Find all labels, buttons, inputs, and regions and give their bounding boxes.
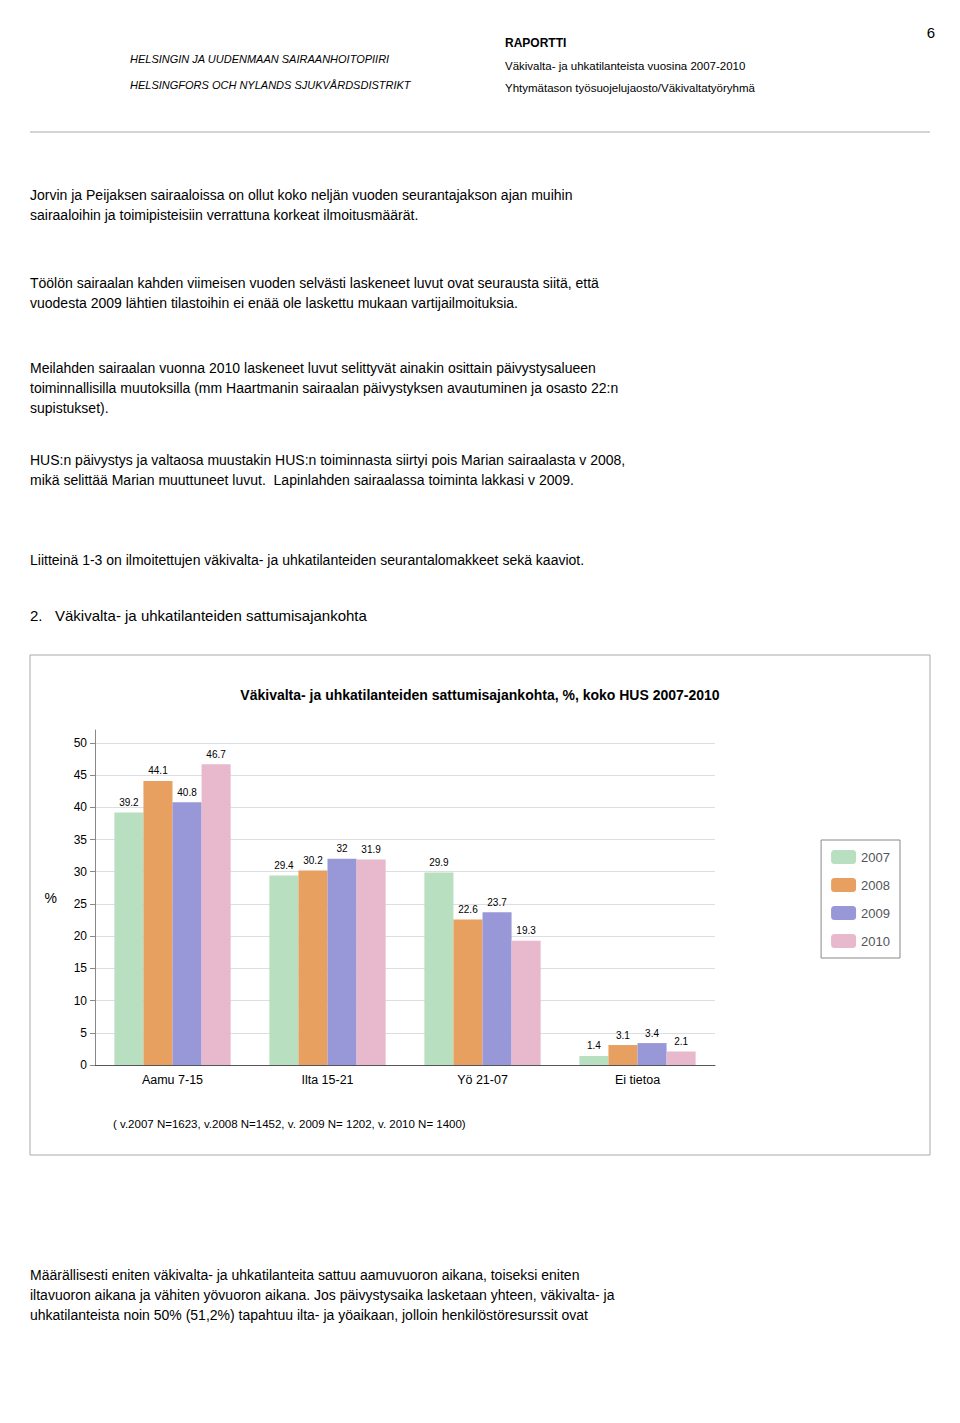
svg-text:50: 50 bbox=[74, 736, 88, 750]
svg-text:sairaaloihin ja toimipisteisii: sairaaloihin ja toimipisteisiin verrattu… bbox=[30, 207, 418, 223]
svg-text:29.9: 29.9 bbox=[429, 857, 449, 868]
svg-text:45: 45 bbox=[74, 768, 88, 782]
svg-text:Ilta 15-21: Ilta 15-21 bbox=[301, 1073, 353, 1087]
svg-text:39.2: 39.2 bbox=[119, 797, 139, 808]
svg-text:40.8: 40.8 bbox=[177, 787, 197, 798]
svg-text:2. Väkivalta- ja uhkatilante: 2. Väkivalta- ja uhkatilanteiden sattumi… bbox=[30, 607, 368, 624]
svg-text:3.1: 3.1 bbox=[616, 1030, 630, 1041]
svg-text:35: 35 bbox=[74, 833, 88, 847]
svg-text:toiminnallisilla muutoksilla (: toiminnallisilla muutoksilla (mm Haartma… bbox=[30, 380, 618, 396]
svg-text:6: 6 bbox=[927, 24, 935, 41]
svg-text:19.3: 19.3 bbox=[516, 925, 536, 936]
svg-text:Väkivalta- ja uhkatilanteista: Väkivalta- ja uhkatilanteista vuosina 20… bbox=[505, 60, 745, 72]
svg-text:20: 20 bbox=[74, 929, 88, 943]
svg-text:2009: 2009 bbox=[861, 906, 890, 921]
svg-text:%: % bbox=[45, 890, 57, 906]
svg-text:23.7: 23.7 bbox=[487, 897, 507, 908]
svg-text:3.4: 3.4 bbox=[645, 1028, 659, 1039]
svg-text:iltavuoron aikana ja vähiten y: iltavuoron aikana ja vähiten yövuoron ai… bbox=[30, 1287, 615, 1303]
svg-text:Meilahden sairaalan vuonna 201: Meilahden sairaalan vuonna 2010 laskenee… bbox=[30, 360, 596, 376]
svg-text:RAPORTTI: RAPORTTI bbox=[505, 36, 566, 50]
svg-text:25: 25 bbox=[74, 897, 88, 911]
svg-text:Aamu 7-15: Aamu 7-15 bbox=[142, 1073, 203, 1087]
svg-text:( v.2007 N=1623, v.2008 N=1452: ( v.2007 N=1623, v.2008 N=1452, v. 2009 … bbox=[113, 1118, 466, 1130]
svg-text:0: 0 bbox=[80, 1058, 87, 1072]
svg-text:22.6: 22.6 bbox=[458, 904, 478, 915]
svg-text:Väkivalta- ja uhkatilanteiden: Väkivalta- ja uhkatilanteiden sattumisaj… bbox=[240, 687, 720, 703]
svg-text:Määrällisesti eniten väkivalta: Määrällisesti eniten väkivalta- ja uhkat… bbox=[30, 1267, 579, 1283]
svg-text:1.4: 1.4 bbox=[587, 1040, 601, 1051]
svg-text:2.1: 2.1 bbox=[674, 1036, 688, 1047]
svg-text:uhkatilanteista noin 50% (51,2: uhkatilanteista noin 50% (51,2%) tapahtu… bbox=[30, 1307, 588, 1323]
svg-text:40: 40 bbox=[74, 800, 88, 814]
svg-text:46.7: 46.7 bbox=[206, 749, 226, 760]
svg-text:mikä selittää Marian muuttunee: mikä selittää Marian muuttuneet luvut. L… bbox=[30, 472, 574, 488]
svg-text:15: 15 bbox=[74, 961, 88, 975]
svg-text:30: 30 bbox=[74, 865, 88, 879]
svg-text:30.2: 30.2 bbox=[303, 855, 323, 866]
svg-text:HELSINGFORS OCH NYLANDS SJUKVÅ: HELSINGFORS OCH NYLANDS SJUKVÅRDSDISTRIK… bbox=[130, 79, 412, 91]
svg-text:31.9: 31.9 bbox=[361, 844, 381, 855]
svg-text:supistukset).: supistukset). bbox=[30, 400, 109, 416]
svg-text:Yö 21-07: Yö 21-07 bbox=[457, 1073, 508, 1087]
svg-text:Töölön sairaalan kahden viimei: Töölön sairaalan kahden viimeisen vuoden… bbox=[30, 275, 599, 291]
svg-text:10: 10 bbox=[74, 994, 88, 1008]
svg-text:2007: 2007 bbox=[861, 850, 890, 865]
svg-text:2008: 2008 bbox=[861, 878, 890, 893]
svg-text:Jorvin ja Peijaksen sairaalois: Jorvin ja Peijaksen sairaaloissa on ollu… bbox=[30, 187, 572, 203]
svg-text:32: 32 bbox=[336, 843, 348, 854]
svg-text:Ei tietoa: Ei tietoa bbox=[615, 1073, 660, 1087]
svg-text:2010: 2010 bbox=[861, 934, 890, 949]
svg-text:Liitteinä 1-3 on ilmoitettujen: Liitteinä 1-3 on ilmoitettujen väkivalta… bbox=[30, 552, 584, 568]
svg-text:vuodesta 2009 lähtien tilastoi: vuodesta 2009 lähtien tilastoihin ei enä… bbox=[30, 295, 518, 311]
svg-text:29.4: 29.4 bbox=[274, 860, 294, 871]
svg-text:Yhtymätason työsuojelujaosto/V: Yhtymätason työsuojelujaosto/Väkivaltaty… bbox=[505, 82, 756, 94]
svg-text:HUS:n päivystys ja valtaosa mu: HUS:n päivystys ja valtaosa muustakin HU… bbox=[30, 452, 625, 468]
svg-text:HELSINGIN JA UUDENMAAN SAIRAAN: HELSINGIN JA UUDENMAAN SAIRAANHOITOPIIRI bbox=[130, 53, 389, 65]
svg-text:44.1: 44.1 bbox=[148, 765, 168, 776]
svg-text:5: 5 bbox=[80, 1026, 87, 1040]
